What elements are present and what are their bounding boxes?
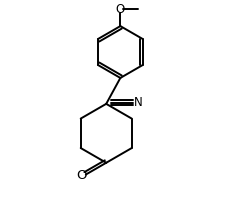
Text: N: N: [134, 96, 142, 109]
Text: O: O: [76, 168, 87, 181]
Text: O: O: [116, 3, 125, 16]
